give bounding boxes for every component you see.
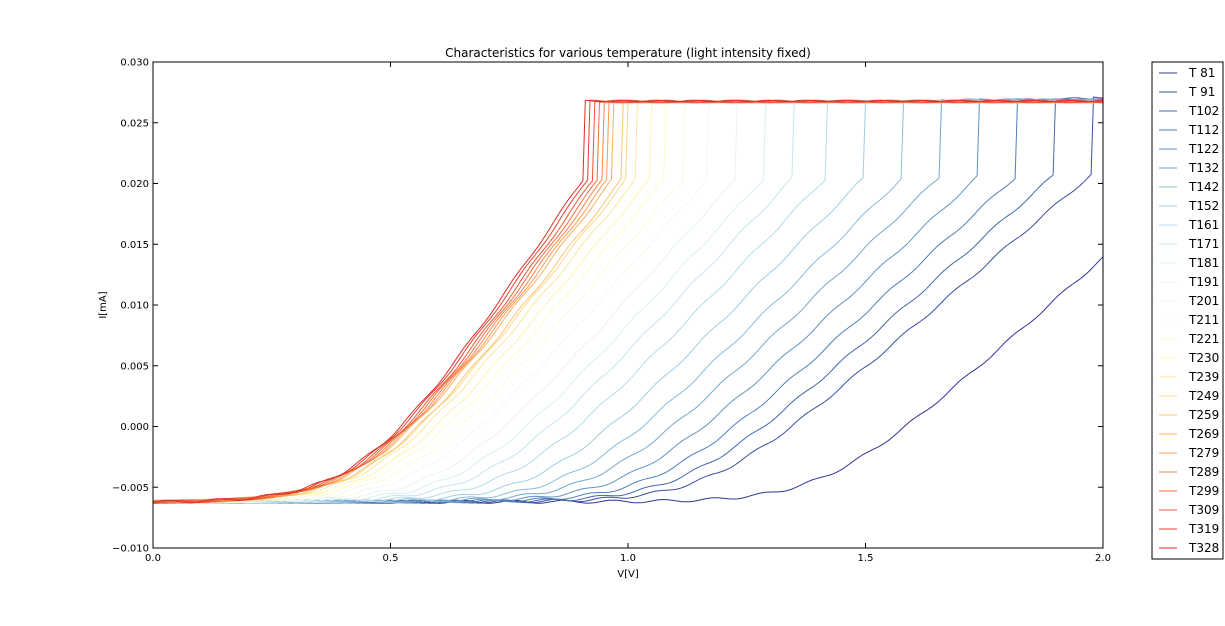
- series-line: [153, 100, 1103, 504]
- legend-label: T201: [1188, 294, 1219, 308]
- series-line: [153, 99, 1103, 504]
- x-tick-label: 0.0: [145, 553, 161, 564]
- series-line: [153, 100, 1103, 504]
- series-layer: [153, 96, 1103, 504]
- legend-label: T191: [1188, 275, 1219, 289]
- series-line: [153, 100, 1103, 504]
- legend-label: T289: [1188, 465, 1219, 479]
- y-tick-label: 0.020: [120, 179, 149, 190]
- series-line: [153, 97, 1103, 504]
- series-line: [153, 96, 1103, 504]
- legend-label: T 91: [1188, 85, 1215, 99]
- series-line: [153, 100, 1103, 504]
- legend-label: T279: [1188, 446, 1219, 460]
- x-axis-label: V[V]: [617, 569, 639, 580]
- legend-label: T161: [1188, 218, 1219, 232]
- series-line: [153, 100, 1103, 504]
- y-axis-label: I[mA]: [98, 291, 109, 318]
- series-line: [153, 99, 1103, 504]
- legend-label: T249: [1188, 389, 1219, 403]
- legend-label: T181: [1188, 256, 1219, 270]
- x-tick-label: 0.5: [383, 553, 399, 564]
- legend-label: T319: [1188, 522, 1219, 536]
- legend-label: T171: [1188, 237, 1219, 251]
- legend-label: T211: [1188, 313, 1219, 327]
- legend-label: T132: [1188, 161, 1219, 175]
- legend-label: T309: [1188, 503, 1219, 517]
- y-tick-label: 0.005: [120, 361, 149, 372]
- plot-frame: [152, 61, 1104, 549]
- legend-label: T239: [1188, 370, 1219, 384]
- y-tick-label: −0.010: [112, 544, 149, 555]
- legend-label: T152: [1188, 199, 1219, 213]
- x-tick-label: 2.0: [1095, 553, 1111, 564]
- y-tick-label: 0.025: [120, 118, 149, 129]
- series-line: [153, 100, 1103, 504]
- legend-label: T102: [1188, 104, 1219, 118]
- series-line: [153, 100, 1103, 504]
- series-line: [153, 99, 1103, 504]
- chart-title: Characteristics for various temperature …: [445, 46, 811, 60]
- series-line: [153, 99, 1103, 504]
- y-axis: −0.010 −0.005 0.000 0.005 0.010 0.015 0.020 0.0…: [112, 58, 1103, 555]
- series-line: [153, 98, 1103, 504]
- y-tick-label: 0.010: [120, 301, 149, 312]
- legend-label: T122: [1188, 142, 1219, 156]
- series-line: [153, 100, 1103, 504]
- legend-label: T299: [1188, 484, 1219, 498]
- legend-label: T112: [1188, 123, 1219, 137]
- legend-label: T221: [1188, 332, 1219, 346]
- series-line: [153, 100, 1103, 504]
- x-axis: 0.0 0.5 1.0 1.5 2.0: [145, 62, 1111, 564]
- y-tick-label: 0.015: [120, 240, 149, 251]
- legend: T 81 T 91 T102 T112 T122 T132 T142 T152 T161 T171…: [1151, 61, 1224, 560]
- legend-label: T142: [1188, 180, 1219, 194]
- y-tick-label: 0.000: [120, 422, 149, 433]
- series-line: [153, 99, 1103, 504]
- series-line: [153, 100, 1103, 504]
- series-line: [153, 99, 1103, 504]
- series-line: [153, 100, 1103, 504]
- y-tick-label: −0.005: [112, 483, 149, 494]
- series-line: [153, 100, 1103, 504]
- y-tick-label: 0.030: [120, 58, 149, 69]
- series-line: [153, 98, 1103, 504]
- legend-frame: [1151, 61, 1224, 560]
- series-line: [153, 99, 1103, 504]
- legend-label: T328: [1188, 541, 1219, 555]
- legend-label: T230: [1188, 351, 1219, 365]
- x-tick-label: 1.0: [620, 553, 636, 564]
- legend-label: T 81: [1188, 66, 1215, 80]
- legend-label: T269: [1188, 427, 1219, 441]
- series-line: [153, 100, 1103, 504]
- series-line: [153, 98, 1103, 504]
- x-tick-label: 1.5: [858, 553, 874, 564]
- series-line: [153, 256, 1103, 504]
- legend-label: T259: [1188, 408, 1219, 422]
